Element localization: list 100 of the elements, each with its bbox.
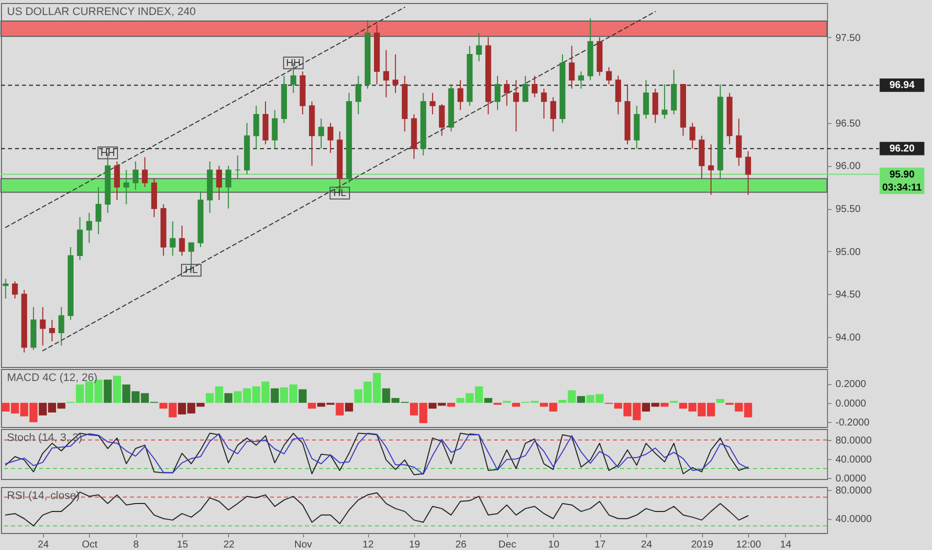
x-tick-label: 14	[780, 540, 792, 550]
x-tick-label: 8	[133, 540, 140, 550]
y-tick-label: 96.00	[836, 161, 861, 172]
candlestick	[328, 122, 334, 154]
candlestick	[2, 278, 9, 299]
x-tick-label: 22	[223, 540, 235, 550]
bar	[660, 402, 669, 407]
x-tick-label: 10	[548, 540, 560, 550]
candlestick	[318, 118, 324, 150]
bar	[336, 402, 344, 416]
candlestick	[568, 45, 575, 90]
annotation: HH	[286, 58, 301, 69]
candlestick	[708, 144, 714, 196]
candlestick	[745, 150, 752, 196]
bar	[577, 396, 586, 403]
candlestick	[606, 66, 612, 85]
candlestick	[132, 160, 138, 190]
candlestick	[522, 75, 528, 102]
candlestick	[234, 154, 241, 180]
annotation: HH	[100, 148, 115, 159]
candlestick	[40, 306, 46, 346]
candlestick	[355, 75, 362, 115]
candlestick	[58, 306, 64, 346]
y-tick-label: 95.50	[836, 204, 861, 216]
chart-title: MACD 4C (12, 26)	[7, 372, 98, 384]
candlestick	[476, 32, 482, 62]
y-tick-label: 0.0000	[836, 398, 867, 410]
ref-line-label: 96.20	[889, 144, 915, 155]
y-tick-label: -0.2000	[836, 418, 870, 429]
candlestick	[430, 92, 436, 115]
candlestick	[272, 110, 278, 150]
candlestick	[615, 75, 622, 115]
bar	[512, 402, 520, 407]
y-tick-label: 80.0000	[836, 485, 872, 496]
candlestick	[690, 122, 696, 150]
candlestick	[253, 105, 260, 150]
y-tick-label: 95.00	[836, 246, 861, 258]
x-tick-label: 12	[362, 540, 374, 550]
candlestick	[736, 118, 742, 166]
ref-line-label: 95.90	[889, 169, 915, 180]
bar	[447, 402, 456, 407]
candlestick	[142, 156, 148, 188]
x-tick-label: 24	[640, 540, 653, 550]
candlestick	[513, 80, 519, 132]
x-tick-label: 2019	[691, 540, 714, 550]
y-tick-label: 97.50	[836, 32, 861, 44]
bar	[298, 389, 307, 403]
candlestick	[541, 88, 547, 120]
y-tick-label: 94.00	[836, 332, 861, 344]
bar	[113, 376, 122, 403]
candlestick	[170, 220, 176, 256]
bar	[345, 402, 354, 412]
candlestick	[532, 75, 538, 98]
candlestick	[86, 212, 92, 244]
candlestick	[12, 280, 18, 299]
bar	[484, 398, 492, 403]
candlestick	[49, 319, 55, 342]
text: 03:34:11	[882, 182, 922, 194]
bar	[270, 388, 279, 403]
candlestick	[225, 165, 232, 210]
candlestick	[504, 80, 510, 106]
x-tick-label: 17	[594, 540, 606, 550]
x-tick-label: 24	[38, 540, 50, 550]
x-tick-label: Nov	[294, 540, 312, 550]
y-tick-label: 94.50	[836, 290, 861, 301]
x-tick-label: Oct	[82, 540, 98, 550]
bar	[716, 398, 724, 403]
candlestick	[494, 75, 500, 111]
candlestick	[392, 54, 398, 94]
y-tick-label: 40.0000	[836, 454, 872, 466]
y-tick-label: 40.0000	[836, 514, 872, 526]
y-tick-label: 96.50	[836, 118, 861, 130]
x-tick-label: 12:00	[736, 540, 762, 550]
x-tick-label: Dec	[498, 540, 516, 550]
candlestick	[662, 84, 668, 120]
candlestick	[114, 160, 120, 200]
bar	[308, 402, 316, 409]
x-tick-label: 26	[455, 540, 467, 550]
candlestick	[550, 96, 556, 132]
x-tick-label: 15	[176, 540, 188, 550]
bar	[104, 380, 112, 403]
y-tick-label: 0.0000	[836, 474, 867, 485]
candlestick	[123, 170, 130, 205]
ref-line-label: 96.94	[889, 80, 915, 92]
candlestick	[643, 80, 649, 120]
candlestick	[578, 71, 584, 90]
candlestick	[216, 165, 222, 200]
y-tick-label: 0.2000	[836, 379, 867, 390]
annotation: HL	[184, 265, 198, 276]
chart-title: US DOLLAR CURRENCY INDEX, 240	[7, 6, 196, 18]
y-tick-label: 80.0000	[836, 435, 872, 446]
candlestick	[438, 104, 445, 136]
candlestick	[458, 80, 464, 111]
line-series	[5, 492, 749, 526]
x-tick-label: 19	[408, 540, 420, 550]
candlestick	[652, 88, 658, 124]
candlestick	[383, 50, 390, 98]
bar	[224, 393, 232, 403]
candlestick	[96, 186, 102, 235]
candlestick	[179, 225, 185, 256]
